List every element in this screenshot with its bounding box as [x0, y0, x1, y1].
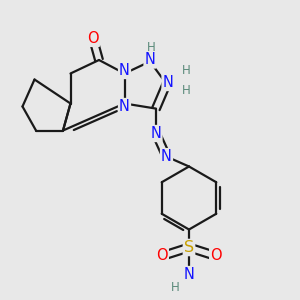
- Text: O: O: [87, 31, 99, 46]
- Text: N: N: [151, 126, 161, 141]
- Text: O: O: [156, 248, 168, 263]
- Text: H: H: [171, 280, 180, 294]
- Text: N: N: [161, 149, 172, 164]
- Text: N: N: [184, 267, 194, 282]
- Text: N: N: [145, 52, 155, 68]
- Text: H: H: [182, 83, 190, 97]
- Text: O: O: [210, 248, 222, 263]
- Text: H: H: [147, 41, 156, 55]
- Text: N: N: [163, 75, 173, 90]
- Text: H: H: [182, 64, 190, 77]
- Text: S: S: [184, 240, 194, 255]
- Text: N: N: [119, 63, 130, 78]
- Text: N: N: [119, 99, 130, 114]
